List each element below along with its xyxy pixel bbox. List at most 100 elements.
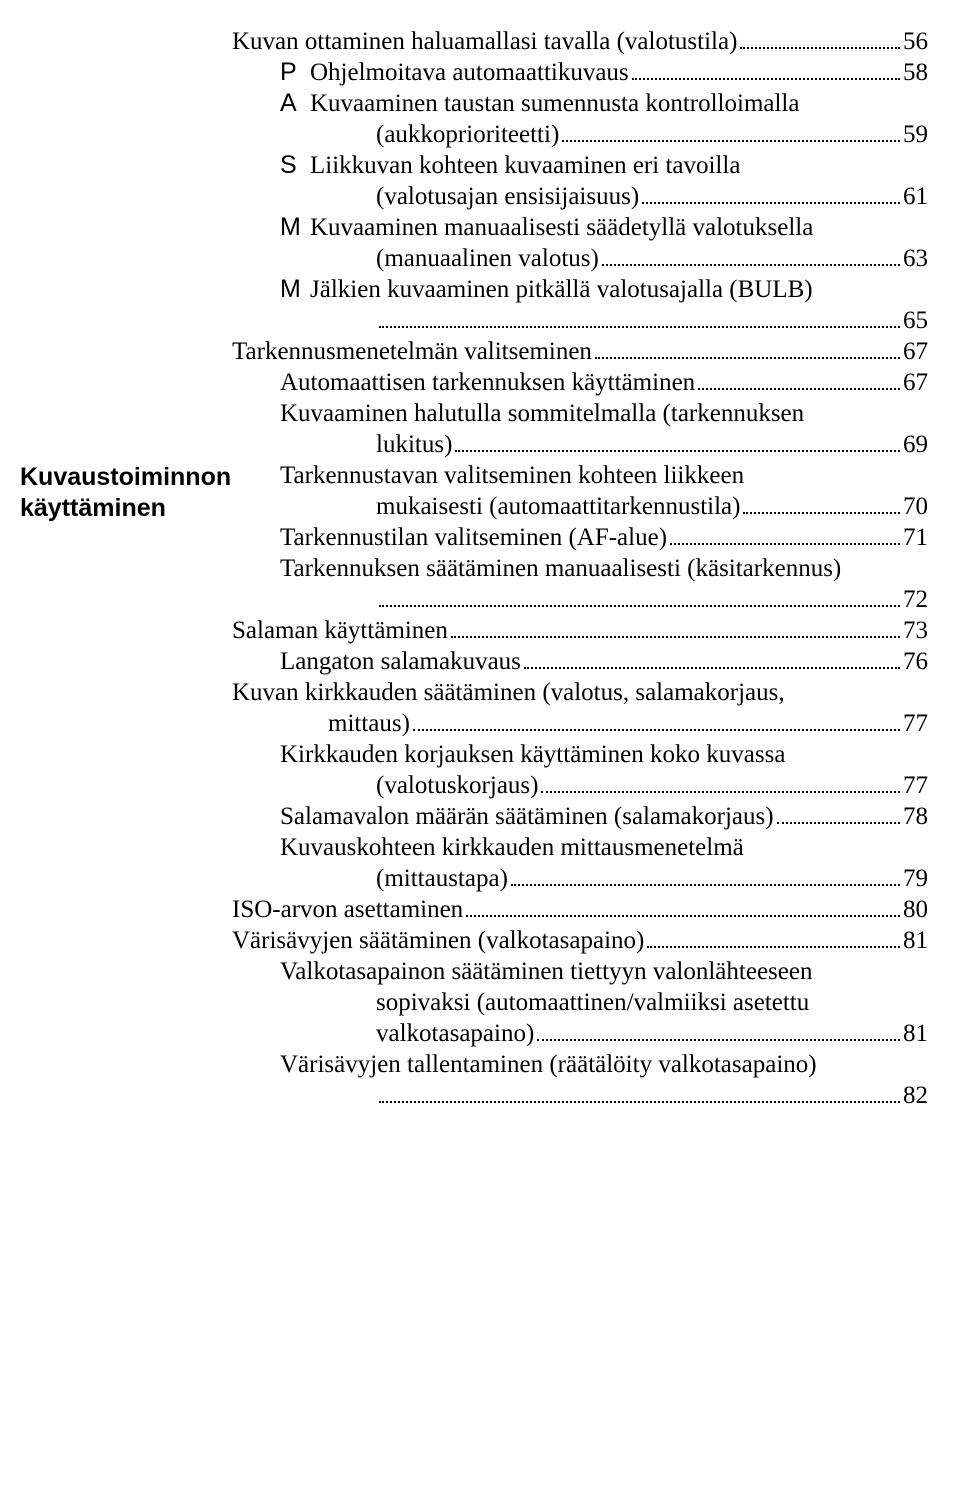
toc-entry: mukaisesti (automaattitarkennustila) 70 xyxy=(232,491,928,522)
toc-entry: (mittaustapa)79 xyxy=(232,863,928,894)
toc-line-text: Kirkkauden korjauksen käyttäminen koko k… xyxy=(280,741,785,768)
toc-text: Värisävyjen tallentaminen (räätälöity va… xyxy=(280,1049,817,1080)
toc-text: Kirkkauden korjauksen käyttäminen koko k… xyxy=(280,739,785,770)
toc-page-number: 69 xyxy=(903,429,928,460)
leader-dots xyxy=(743,495,900,514)
toc-entry: Kuvan kirkkauden säätäminen (valotus, sa… xyxy=(232,677,928,708)
toc-line-text: lukitus) xyxy=(376,431,452,458)
toc-line-text: Jälkien kuvaaminen pitkällä valotusajall… xyxy=(310,276,813,303)
toc-text: (aukkoprioriteetti) xyxy=(376,119,559,150)
leader-dots xyxy=(537,1022,900,1041)
toc-page-number: 73 xyxy=(903,615,928,646)
leader-dots xyxy=(379,309,900,328)
leader-dots xyxy=(602,247,900,266)
toc-line-text: Kuvan ottaminen haluamallasi tavalla (va… xyxy=(232,28,737,55)
toc-entry: Värisävyjen säätäminen (valkotasapaino)8… xyxy=(232,925,928,956)
toc-entry: POhjelmoitava automaattikuvaus58 xyxy=(232,57,928,88)
leader-dots xyxy=(777,805,900,824)
toc-text: Kuvauskohteen kirkkauden mittausmenetelm… xyxy=(280,832,744,863)
toc-line-text: Värisävyjen säätäminen (valkotasapaino) xyxy=(232,927,644,954)
toc-text: (manuaalinen valotus) xyxy=(376,243,599,274)
toc-line-text: Tarkennustilan valitseminen (AF-alue) xyxy=(280,524,667,551)
toc-entry: MJälkien kuvaaminen pitkällä valotusajal… xyxy=(232,274,928,305)
toc-entry: Valkotasapainon säätäminen tiettyyn valo… xyxy=(232,956,928,987)
toc-text: Salamavalon määrän säätäminen (salamakor… xyxy=(280,801,774,832)
toc-page-number: 67 xyxy=(903,367,928,398)
toc-text: Valkotasapainon säätäminen tiettyyn valo… xyxy=(280,956,812,987)
toc-text: Automaattisen tarkennuksen käyttäminen xyxy=(280,367,695,398)
toc-text: Kuvan ottaminen haluamallasi tavalla (va… xyxy=(232,26,737,57)
toc-entry: Langaton salamakuvaus76 xyxy=(232,646,928,677)
toc-text: sopivaksi (automaattinen/valmiiksi asete… xyxy=(376,987,809,1018)
toc-entry: ISO-arvon asettaminen80 xyxy=(232,894,928,925)
toc-text: Tarkennusmenetelmän valitseminen xyxy=(232,336,592,367)
toc-entry: Kuvan ottaminen haluamallasi tavalla (va… xyxy=(232,26,928,57)
toc-text: (valotuskorjaus) xyxy=(376,770,538,801)
toc-page-number: 72 xyxy=(903,584,928,615)
toc-text: ISO-arvon asettaminen xyxy=(232,894,463,925)
toc-entry: valkotasapaino)81 xyxy=(232,1018,928,1049)
toc-entry: AKuvaaminen taustan sumennusta kontrollo… xyxy=(232,88,928,119)
toc-entry: Tarkennustilan valitseminen (AF-alue)71 xyxy=(232,522,928,553)
mode-glyph: S xyxy=(280,150,310,181)
toc-page-number: 81 xyxy=(903,1018,928,1049)
toc-entry: 82 xyxy=(232,1080,928,1111)
toc-line-text: (aukkoprioriteetti) xyxy=(376,121,559,148)
toc-entry: mittaus)77 xyxy=(232,708,928,739)
toc-entry: Kuvauskohteen kirkkauden mittausmenetelm… xyxy=(232,832,928,863)
toc-page-number: 63 xyxy=(903,243,928,274)
mode-glyph: A xyxy=(280,88,310,119)
toc-line-text: mittaus) xyxy=(328,710,410,737)
toc-entry: Salaman käyttäminen73 xyxy=(232,615,928,646)
toc-page-number: 78 xyxy=(903,801,928,832)
toc-text: (mittaustapa) xyxy=(376,863,508,894)
leader-dots xyxy=(466,898,900,917)
toc-page-number: 59 xyxy=(903,119,928,150)
toc-text: MJälkien kuvaaminen pitkällä valotusajal… xyxy=(280,274,813,305)
toc-page-number: 77 xyxy=(903,770,928,801)
toc-entry: Kuvaaminen halutulla sommitelmalla (tark… xyxy=(232,398,928,429)
toc-text: lukitus) xyxy=(376,429,452,460)
toc-text: Tarkennustavan valitseminen kohteen liik… xyxy=(280,460,744,491)
mode-glyph: P xyxy=(280,57,310,88)
toc-line-text: (mittaustapa) xyxy=(376,865,508,892)
toc-entry: Automaattisen tarkennuksen käyttäminen 67 xyxy=(232,367,928,398)
toc-page-number: 82 xyxy=(903,1080,928,1111)
toc-line-text: Kuvaaminen taustan sumennusta kontrolloi… xyxy=(310,90,799,117)
toc-line-text: (manuaalinen valotus) xyxy=(376,245,599,272)
toc-text: SLiikkuvan kohteen kuvaaminen eri tavoil… xyxy=(280,150,740,181)
toc-text: mukaisesti (automaattitarkennustila) xyxy=(376,491,740,522)
toc-line-text: Värisävyjen tallentaminen (räätälöity va… xyxy=(280,1051,817,1078)
toc-entry: Värisävyjen tallentaminen (räätälöity va… xyxy=(232,1049,928,1080)
toc-line-text: Liikkuvan kohteen kuvaaminen eri tavoill… xyxy=(310,152,740,179)
toc-page-number: 56 xyxy=(903,26,928,57)
toc-entry: lukitus) 69 xyxy=(232,429,928,460)
leader-dots xyxy=(595,340,900,359)
toc-page-number: 70 xyxy=(903,491,928,522)
leader-dots xyxy=(632,61,900,80)
leader-dots xyxy=(413,712,900,731)
toc-line-text: Valkotasapainon säätäminen tiettyyn valo… xyxy=(280,958,812,985)
mode-glyph: M xyxy=(280,274,310,305)
toc-line-text: (valotuskorjaus) xyxy=(376,772,538,799)
toc-entry: SLiikkuvan kohteen kuvaaminen eri tavoil… xyxy=(232,150,928,181)
toc-list: Kuvan ottaminen haluamallasi tavalla (va… xyxy=(232,26,928,1111)
toc-line-text: Kuvan kirkkauden säätäminen (valotus, sa… xyxy=(232,679,785,706)
leader-dots xyxy=(647,929,900,948)
leader-dots xyxy=(451,619,900,638)
toc-page-number: 65 xyxy=(903,305,928,336)
leader-dots xyxy=(524,650,900,669)
leader-dots xyxy=(642,185,900,204)
toc-text: MKuvaaminen manuaalisesti säädetyllä val… xyxy=(280,212,813,243)
toc-line-text: Automaattisen tarkennuksen käyttäminen xyxy=(280,369,695,396)
toc-entry: sopivaksi (automaattinen/valmiiksi asete… xyxy=(232,987,928,1018)
toc-entry: (aukkoprioriteetti) 59 xyxy=(232,119,928,150)
toc-page-number: 76 xyxy=(903,646,928,677)
toc-entry: (manuaalinen valotus) 63 xyxy=(232,243,928,274)
toc-line-text: Kuvaaminen halutulla sommitelmalla (tark… xyxy=(280,400,804,427)
leader-dots xyxy=(379,1084,900,1103)
toc-line-text: mukaisesti (automaattitarkennustila) xyxy=(376,493,740,520)
toc-text: Tarkennustilan valitseminen (AF-alue) xyxy=(280,522,667,553)
toc-line-text: Tarkennustavan valitseminen kohteen liik… xyxy=(280,462,744,489)
toc-entry: Tarkennustavan valitseminen kohteen liik… xyxy=(232,460,928,491)
